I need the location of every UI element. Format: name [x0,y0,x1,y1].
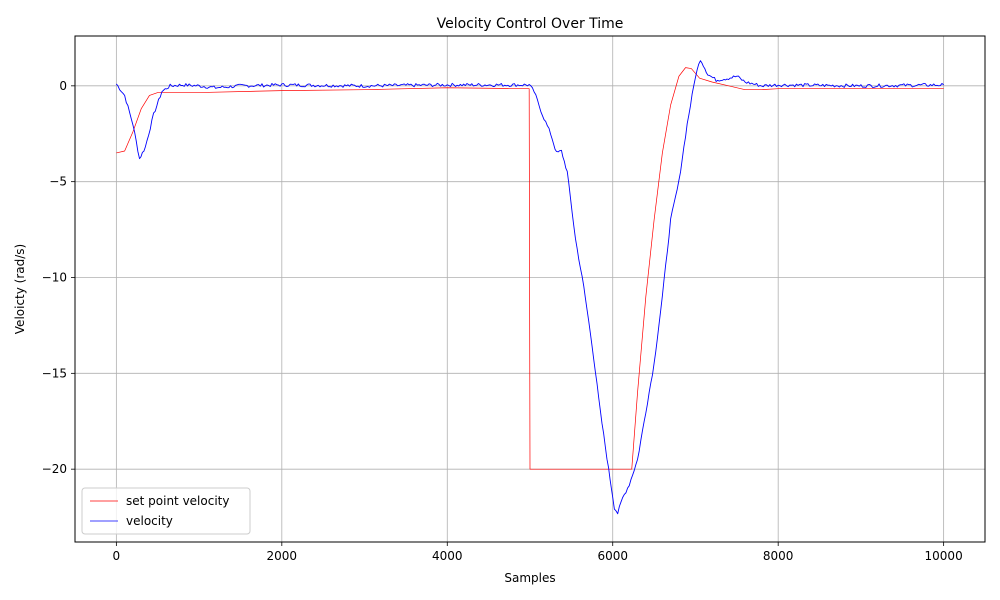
legend-label: set point velocity [126,494,229,508]
y-tick-label: −10 [42,271,67,285]
x-axis-label: Samples [504,571,555,585]
x-tick-label: 2000 [267,549,298,563]
x-tick-label: 0 [113,549,121,563]
y-tick-label: −15 [42,366,67,380]
chart-title: Velocity Control Over Time [437,16,624,32]
x-axis-ticks: 0 2000 4000 6000 8000 10000 [113,542,963,563]
y-tick-label: 0 [59,79,67,93]
series-line-set-point-velocity [116,67,944,470]
legend-box [81,487,251,535]
x-tick-label: 10000 [925,549,963,563]
y-axis-ticks: 0 −5 −10 −15 −20 [42,79,75,476]
legend-label: velocity [126,514,173,528]
x-tick-label: 4000 [432,549,463,563]
plot-frame [74,35,986,543]
series-line-velocity [116,60,944,515]
legend: set point velocity velocity [81,487,251,535]
y-axis-label: Veloicty (rad/s) [13,244,27,334]
x-tick-label: 8000 [763,549,794,563]
series-layer [116,60,944,515]
x-tick-label: 6000 [597,549,628,563]
y-tick-label: −5 [49,175,67,189]
y-tick-label: −20 [42,462,67,476]
